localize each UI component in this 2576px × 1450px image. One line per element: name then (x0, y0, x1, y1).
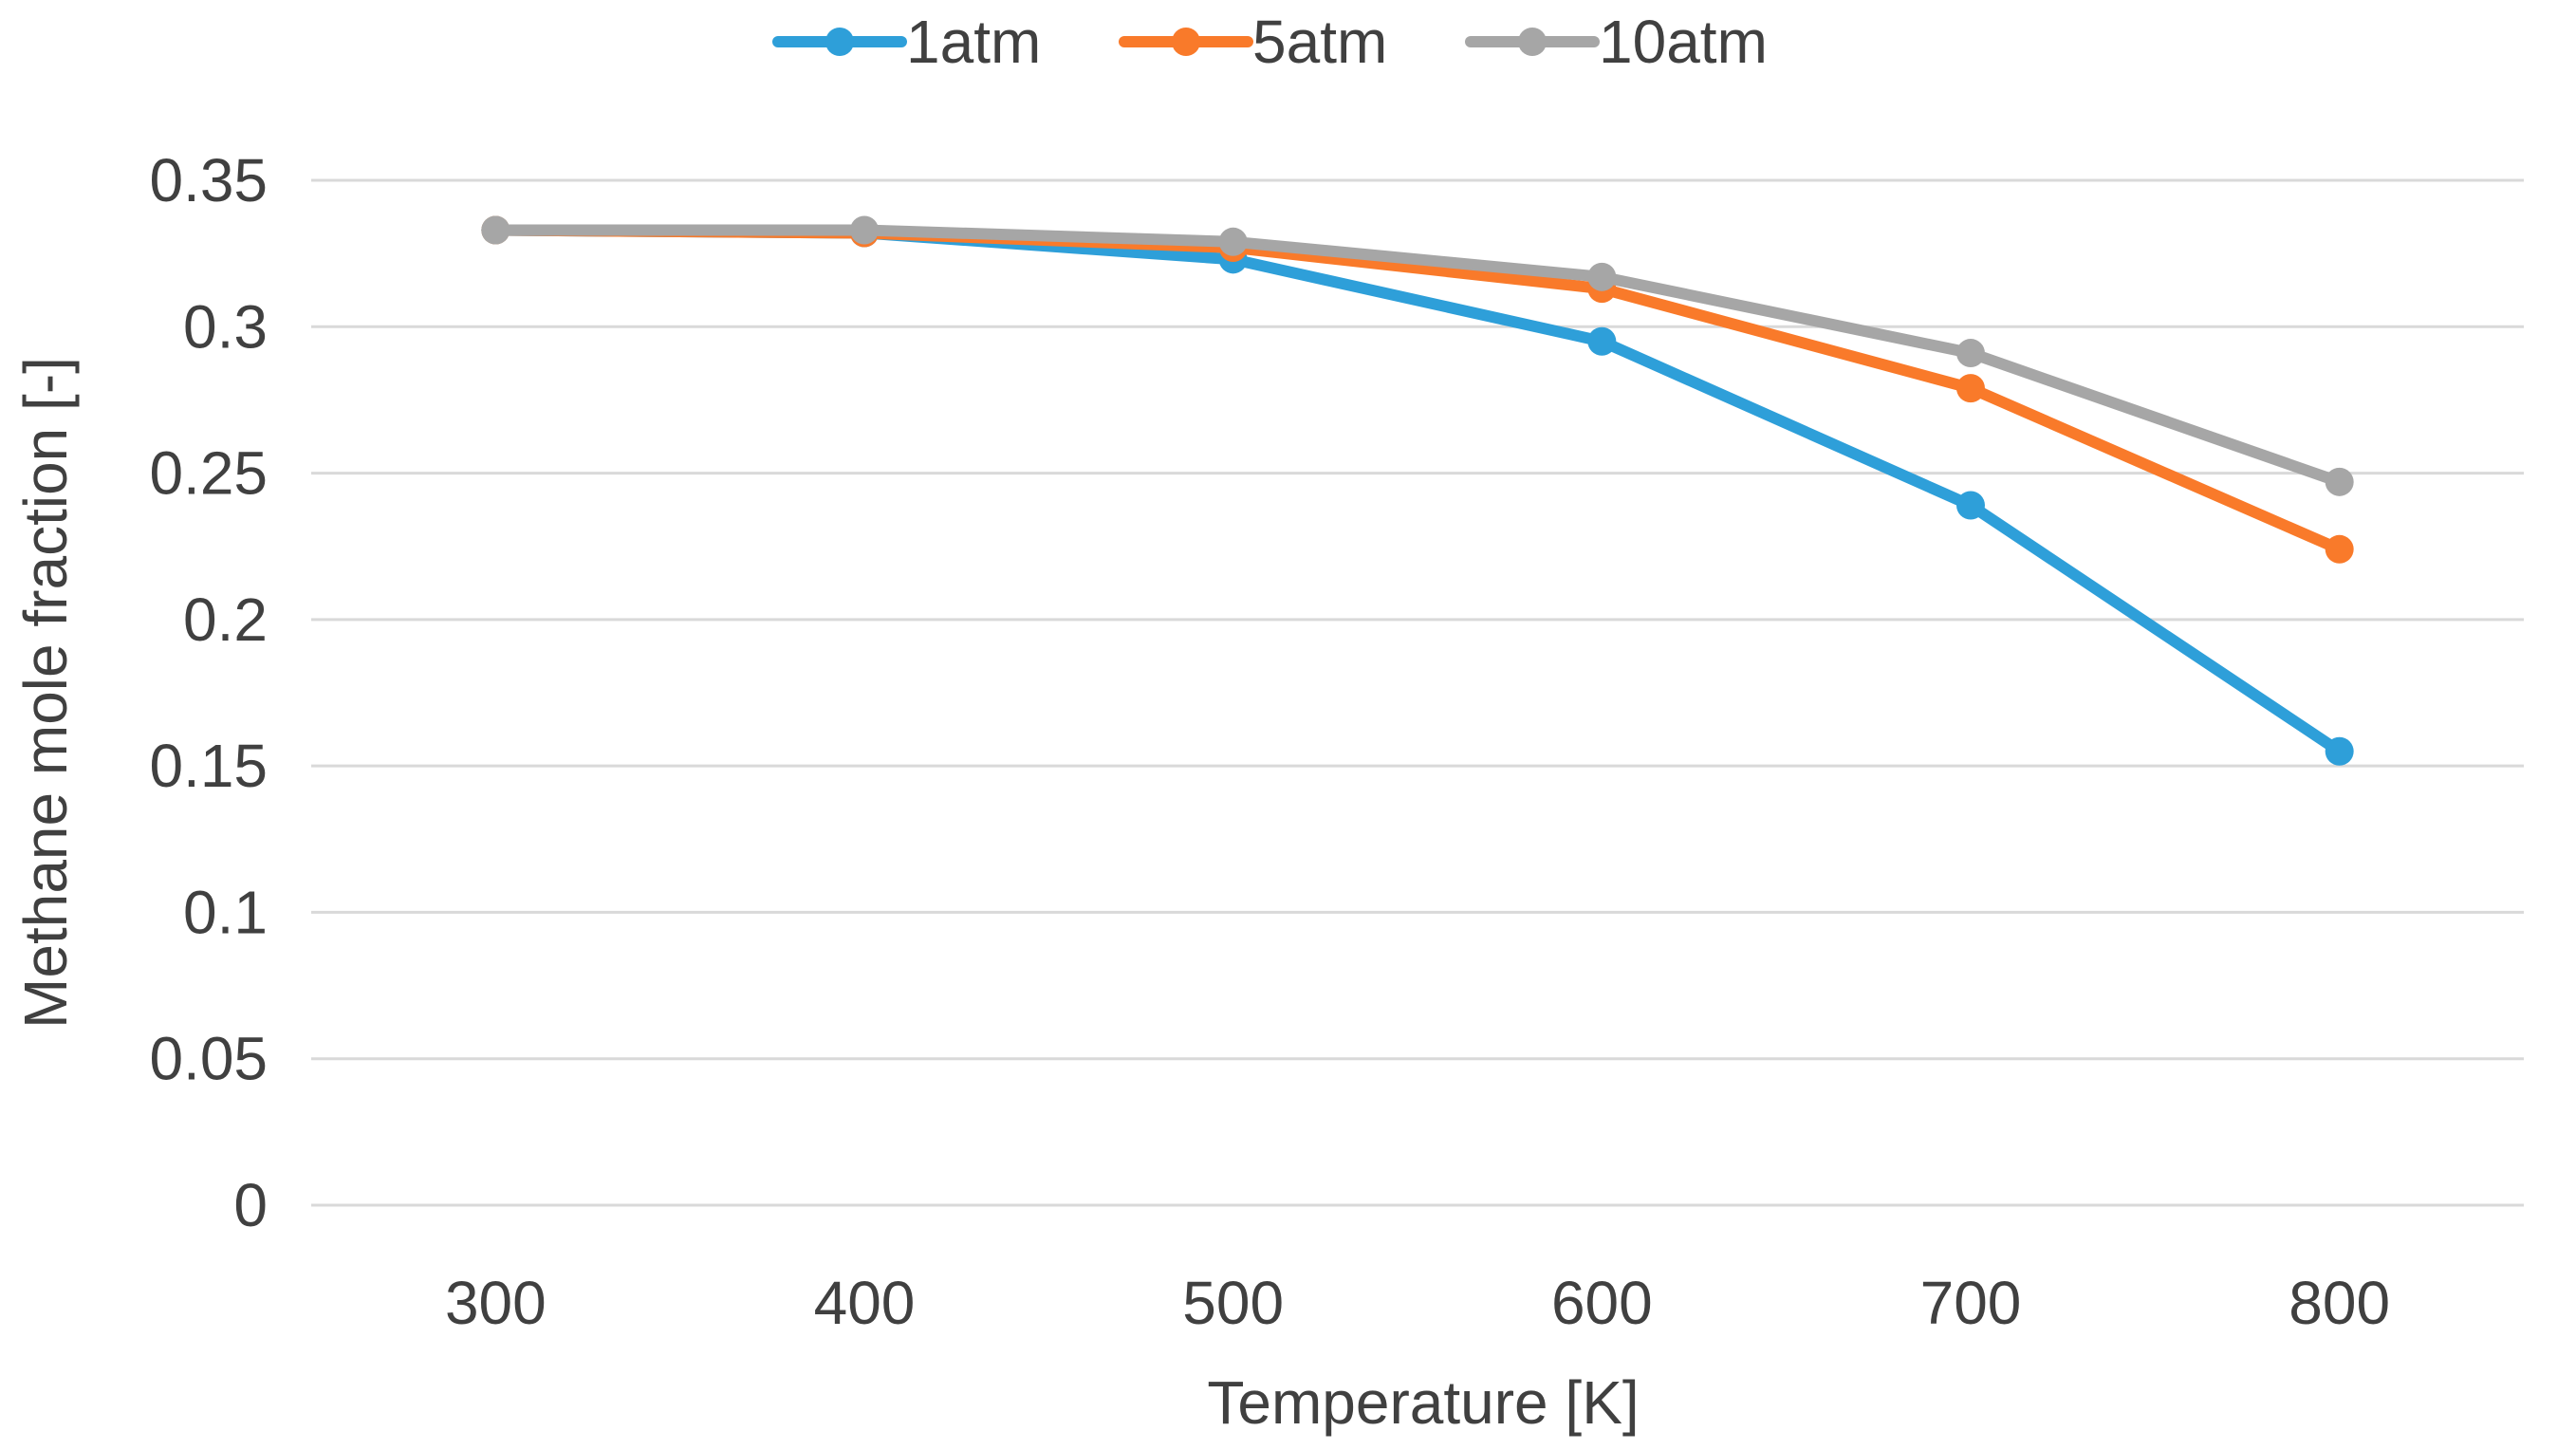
x-tick-label: 500 (1182, 1269, 1284, 1337)
x-tick-label: 800 (2289, 1269, 2390, 1337)
y-tick-label: 0.35 (149, 146, 268, 214)
y-tick-label: 0 (233, 1171, 268, 1239)
legend-swatch-marker (1518, 28, 1547, 56)
data-point-10atm (1956, 339, 1985, 368)
data-point-10atm (850, 215, 879, 245)
data-point-1atm (2325, 736, 2354, 766)
legend-item-10atm[interactable]: 10atm (1465, 8, 1768, 76)
y-tick-label: 0.15 (149, 732, 268, 800)
y-axis-ticks: 0 0.05 0.1 0.15 0.2 0.25 0.3 0.35 (149, 146, 268, 1239)
x-tick-label: 700 (1920, 1269, 2022, 1337)
legend-label: 5atm (1252, 8, 1387, 76)
x-axis-ticks: 300 400 500 600 700 800 (445, 1269, 2390, 1337)
series-1atm (481, 215, 2354, 766)
data-point-10atm (1587, 262, 1617, 291)
y-tick-label: 0.25 (149, 439, 268, 508)
x-tick-label: 600 (1551, 1269, 1653, 1337)
legend: 1atm 5atm 10atm (772, 8, 1768, 76)
gridlines (311, 178, 2524, 1207)
y-tick-label: 0.05 (149, 1025, 268, 1093)
legend-item-1atm[interactable]: 1atm (772, 8, 1041, 76)
legend-label: 10atm (1599, 8, 1768, 76)
data-point-5atm (2325, 534, 2354, 564)
x-tick-label: 300 (445, 1269, 547, 1337)
legend-label: 1atm (906, 8, 1041, 76)
data-point-1atm (1956, 491, 1985, 520)
legend-item-5atm[interactable]: 5atm (1119, 8, 1387, 76)
y-axis-title: Methane mole fraction [-] (11, 357, 80, 1029)
y-tick-label: 0.1 (183, 878, 268, 946)
series-line-10atm (490, 224, 2345, 488)
series-10atm (481, 215, 2354, 496)
series-line-1atm (490, 224, 2345, 757)
data-point-10atm (481, 215, 510, 245)
data-point-1atm (1587, 326, 1617, 356)
legend-swatch-marker (825, 28, 854, 56)
data-point-5atm (1956, 374, 1985, 403)
data-point-10atm (2325, 467, 2354, 496)
y-tick-label: 0.2 (183, 586, 268, 654)
x-tick-label: 400 (814, 1269, 916, 1337)
series (481, 215, 2354, 766)
x-axis-title: Temperature [K] (1207, 1368, 1639, 1437)
y-tick-label: 0.3 (183, 292, 268, 361)
data-point-10atm (1218, 227, 1248, 256)
legend-swatch-marker (1172, 28, 1200, 56)
